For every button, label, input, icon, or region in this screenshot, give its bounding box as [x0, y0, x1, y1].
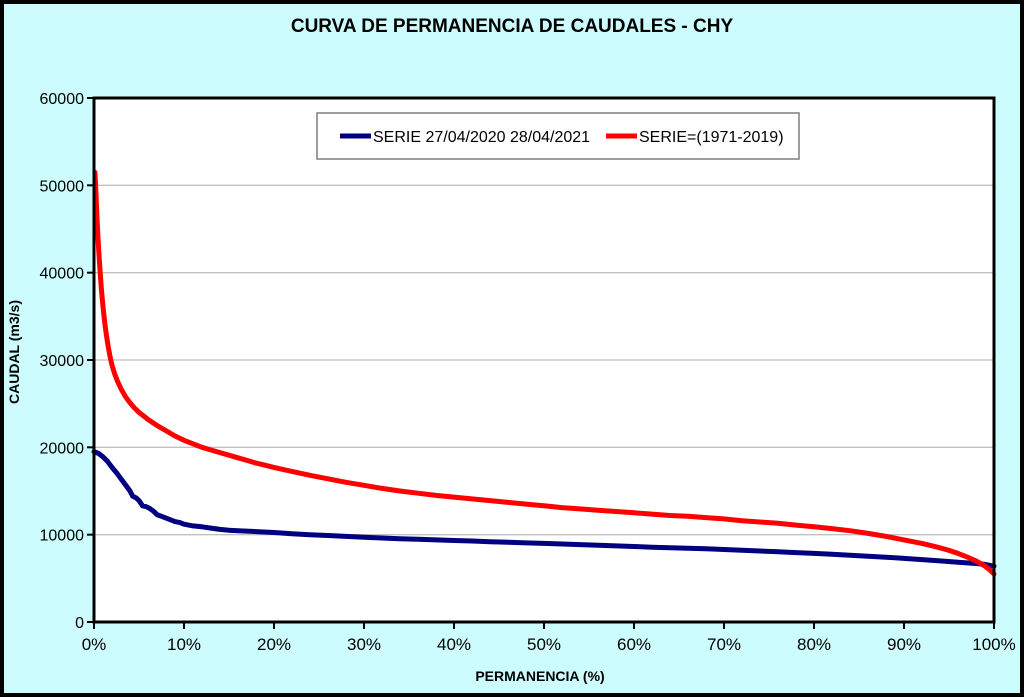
- plot-border: [92, 96, 996, 624]
- y-tick-label: 20000: [40, 440, 85, 457]
- legend-label-series-historic: SERIE=(1971-2019): [639, 129, 784, 146]
- x-tick-label: 30%: [347, 635, 381, 654]
- x-tick-label: 40%: [437, 635, 471, 654]
- x-tick-label: 60%: [617, 635, 651, 654]
- series-line-1: [92, 169, 997, 577]
- legend-label-series-2020: SERIE 27/04/2020 28/04/2021: [373, 129, 590, 146]
- x-tick-label: 100%: [972, 635, 1015, 654]
- x-axis-title: PERMANENCIA (%): [475, 668, 605, 684]
- plot-layer: 0% 10% 20% 30% 40% 50% 60% 70% 80% 90% 100% 0 10000 2…: [40, 91, 1016, 654]
- x-tick-label: 70%: [707, 635, 741, 654]
- chart-title: CURVA DE PERMANENCIA DE CAUDALES - CHY: [290, 16, 734, 37]
- y-axis-title: CAUDAL (m3/s): [6, 300, 22, 404]
- y-tick-label: 40000: [40, 266, 85, 283]
- x-tick-label: 0%: [82, 635, 107, 654]
- legend: SERIE 27/04/2020 28/04/2021 SERIE=(1971-…: [316, 112, 800, 160]
- y-tick-label: 0: [75, 615, 84, 632]
- x-tick-label: 20%: [257, 635, 291, 654]
- x-tick-label: 90%: [887, 635, 921, 654]
- series-line-0: [91, 449, 997, 569]
- y-tick-label: 60000: [40, 91, 85, 108]
- x-tick-label: 50%: [527, 635, 561, 654]
- x-tick-label: 10%: [167, 635, 201, 654]
- legend-box: [316, 112, 800, 160]
- x-tick-label: 80%: [797, 635, 831, 654]
- y-tick-label: 30000: [40, 353, 85, 370]
- y-tick-label: 10000: [40, 528, 85, 545]
- flow-duration-chart: 0% 10% 20% 30% 40% 50% 60% 70% 80% 90% 100% 0 10000 2…: [40, 91, 1016, 654]
- y-tick-label: 50000: [40, 178, 85, 195]
